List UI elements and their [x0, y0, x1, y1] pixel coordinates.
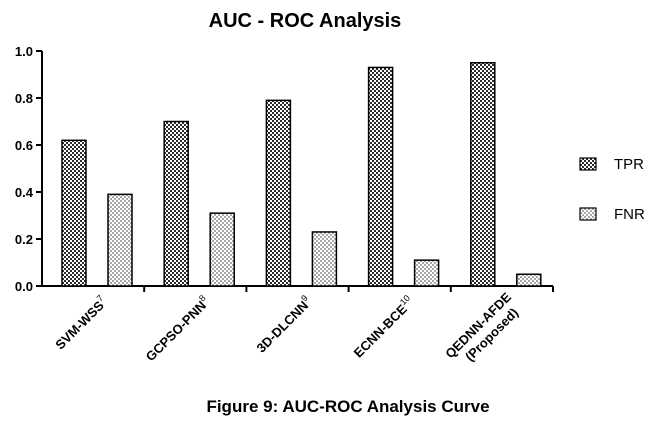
- legend: TPR FNR: [579, 156, 645, 223]
- y-tick-label: 0.4: [15, 185, 34, 200]
- legend-swatch-tpr: [579, 157, 597, 171]
- x-category-name: ECNN-BCE: [351, 301, 410, 360]
- bar-fnr-3: [311, 231, 338, 287]
- legend-label-tpr: TPR: [614, 156, 644, 173]
- bar-tpr-5: [470, 62, 496, 287]
- x-category-label: ECNN-BCE10: [349, 293, 417, 361]
- x-category-name: SVM-WSS: [52, 298, 107, 353]
- bar-tpr-1: [61, 139, 87, 287]
- x-axis: [42, 285, 554, 292]
- x-category-name: GCPSO-PNN: [143, 298, 209, 364]
- x-category-label: 3D-DLCNN9: [252, 293, 315, 356]
- x-labels: SVM-WSS7 GCPSO-PNN8 3D-DLCNN9 ECNN-BCE10 QED…: [51, 289, 521, 364]
- x-category-label: SVM-WSS7: [51, 293, 110, 352]
- x-category-superscript: 7: [95, 293, 106, 304]
- y-tick-label: 1.0: [15, 44, 33, 59]
- bar-tpr-2: [163, 120, 189, 287]
- bars: [61, 62, 542, 287]
- bar-fnr-5: [516, 273, 542, 287]
- chart-title: AUC - ROC Analysis: [209, 10, 402, 32]
- bar-fnr-2: [209, 212, 235, 287]
- legend-label-fnr: FNR: [614, 206, 645, 223]
- x-category-text: 3D-DLCNN9: [252, 293, 315, 356]
- x-category-text: ECNN-BCE10: [349, 293, 417, 361]
- y-tick-label: 0.6: [15, 138, 33, 153]
- x-category-superscript: 9: [299, 293, 310, 304]
- x-category-name: 3D-DLCNN: [254, 298, 312, 356]
- x-category-text: GCPSO-PNN8: [141, 293, 212, 364]
- x-category-superscript: 8: [197, 293, 208, 304]
- bar-tpr-3: [265, 99, 292, 287]
- y-tick-label: 0.0: [15, 279, 33, 294]
- bar-fnr-1: [107, 193, 133, 287]
- figure-caption: Figure 9: AUC-ROC Analysis Curve: [206, 397, 489, 416]
- x-category-label: QEDNN-AFDE(Proposed): [442, 289, 521, 364]
- y-axis: 0.0 0.2 0.4 0.6 0.8 1.0: [15, 44, 43, 294]
- x-category-label: GCPSO-PNN8: [141, 293, 212, 364]
- legend-swatch-fnr: [579, 207, 597, 221]
- y-tick-label: 0.8: [15, 91, 33, 106]
- bar-tpr-4: [367, 66, 394, 287]
- bar-fnr-4: [413, 259, 440, 287]
- x-category-text: SVM-WSS7: [51, 293, 110, 352]
- y-tick-label: 0.2: [15, 232, 33, 247]
